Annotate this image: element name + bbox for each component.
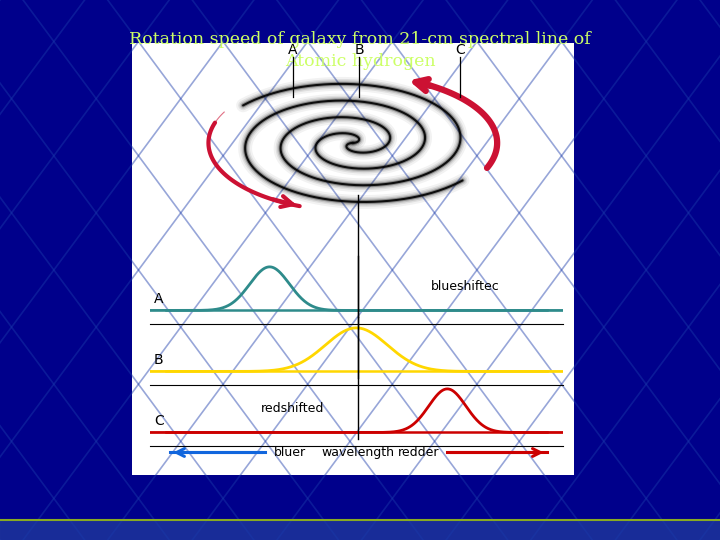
Text: Atomic hydrogen: Atomic hydrogen (284, 53, 436, 71)
Text: blueshiftec: blueshiftec (431, 280, 500, 293)
Text: A: A (288, 43, 297, 57)
Text: redshifted: redshifted (261, 402, 325, 415)
Text: redder: redder (397, 446, 439, 459)
Text: bluer: bluer (274, 446, 306, 459)
Bar (0, 520, 720, 540)
Text: B: B (154, 353, 163, 367)
Text: A: A (154, 292, 163, 306)
Text: Rotation speed of galaxy from 21-cm spectral line of: Rotation speed of galaxy from 21-cm spec… (129, 31, 591, 49)
Text: wavelength: wavelength (322, 446, 395, 459)
Bar (132, 43, 574, 475)
Text: C: C (455, 43, 464, 57)
Text: B: B (355, 43, 364, 57)
Text: C: C (154, 414, 163, 428)
